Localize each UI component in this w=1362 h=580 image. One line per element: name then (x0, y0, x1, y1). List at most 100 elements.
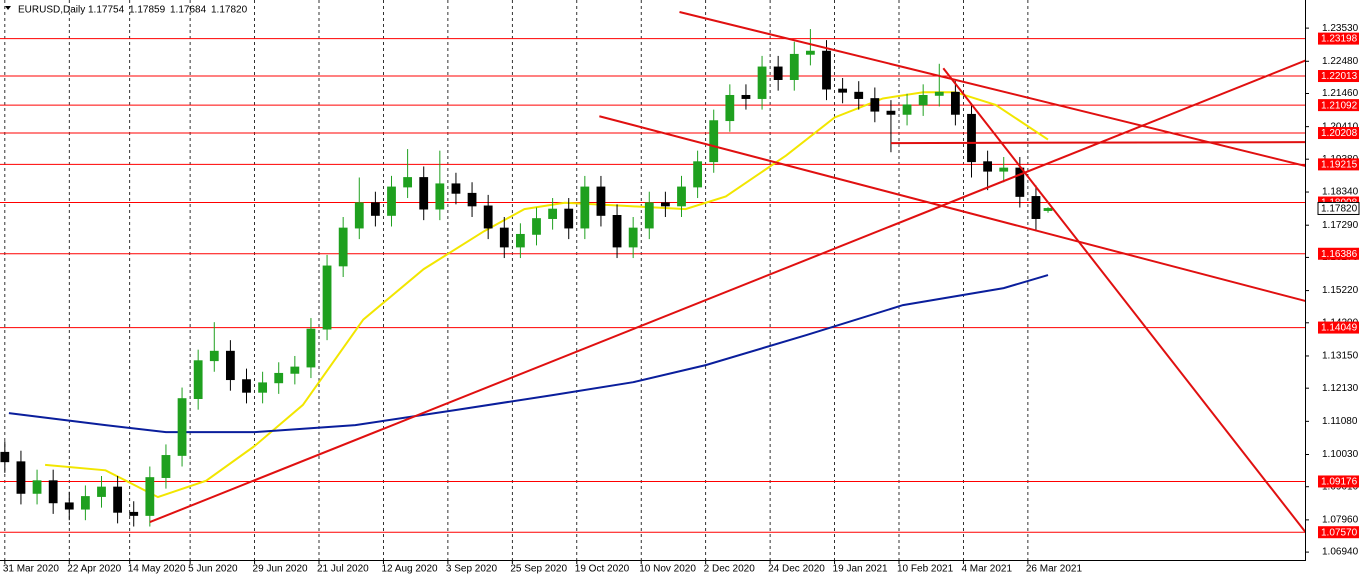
candle-body (274, 372, 284, 384)
x-tick-label: 31 Mar 2020 (3, 564, 60, 575)
candle-body (693, 161, 703, 188)
candle-body (193, 360, 203, 400)
moving-average (8, 274, 1049, 434)
level-box (1318, 32, 1359, 45)
candle-body (225, 350, 235, 381)
candle-body (483, 205, 493, 229)
candle-body (725, 94, 735, 122)
candle-body (757, 66, 767, 99)
candle-body (580, 186, 590, 229)
y-tick-label: 1.17290 (1322, 220, 1359, 231)
level-box (1318, 127, 1359, 140)
candle-body (918, 94, 928, 106)
level-label: 1.19215 (1321, 160, 1358, 171)
y-tick-label: 1.23530 (1322, 23, 1359, 34)
y-tick-label: 1.15220 (1322, 285, 1359, 296)
x-tick-label: 3 Sep 2020 (446, 564, 498, 575)
level-label: 1.09176 (1321, 477, 1358, 488)
candle-body (950, 91, 960, 115)
candle-body (999, 167, 1009, 172)
candle-body (32, 480, 42, 494)
quote-low: 1.17684 (170, 5, 207, 16)
x-tick-label: 10 Feb 2021 (897, 564, 954, 575)
level-box (1318, 475, 1359, 488)
x-tick-label: 21 Jul 2020 (317, 564, 369, 575)
y-tick-label: 1.12130 (1322, 383, 1359, 394)
level-label: 1.23198 (1321, 34, 1358, 45)
x-tick-label: 29 Jun 2020 (253, 564, 308, 575)
level-label: 1.22013 (1321, 71, 1358, 82)
candle-body (934, 91, 944, 96)
candle-body (48, 480, 58, 504)
level-box (1318, 70, 1359, 83)
candle-body (902, 104, 912, 115)
candle-body (741, 94, 751, 99)
level-label: 1.07570 (1321, 527, 1358, 538)
price-label: 1.17820 (1321, 204, 1358, 215)
candle-body (677, 186, 686, 207)
candle-body (258, 382, 268, 393)
candle-body (548, 208, 558, 219)
trendline (942, 67, 1305, 534)
y-tick-label: 1.18340 (1322, 187, 1359, 198)
x-tick-label: 5 Jun 2020 (188, 564, 238, 575)
candle-body (80, 496, 90, 510)
candle-body (0, 451, 10, 463)
quote-close: 1.17820 (211, 5, 248, 16)
x-tick-label: 14 May 2020 (128, 564, 186, 575)
x-tick-label: 26 Mar 2021 (1026, 564, 1083, 575)
moving-average (45, 91, 1049, 499)
candle-body (129, 511, 139, 516)
candle-body (983, 161, 993, 172)
x-tick-label: 25 Sep 2020 (510, 564, 567, 575)
candle-body (838, 88, 848, 93)
level-box (1318, 158, 1359, 171)
y-tick-label: 1.21460 (1322, 88, 1359, 99)
candle-body (290, 366, 300, 374)
y-tick-label: 1.10030 (1322, 449, 1359, 460)
y-tick-label: 1.13150 (1322, 351, 1359, 362)
candle-body (322, 265, 332, 330)
x-tick-label: 24 Dec 2020 (768, 564, 825, 575)
candle-body (805, 50, 815, 55)
trendline (890, 141, 1305, 145)
candle-body (644, 202, 654, 229)
candle-body (1015, 167, 1025, 197)
level-box (1318, 99, 1359, 112)
x-tick-label: 12 Aug 2020 (381, 564, 438, 575)
labels: EURUSD,Daily 1.17754 1.17859 1.17684 1.1… (3, 5, 1360, 575)
quote-high: 1.17859 (129, 5, 166, 16)
candle-body (967, 113, 976, 163)
candle-body (113, 486, 123, 513)
candle-body (370, 202, 380, 216)
candle-body (451, 183, 461, 194)
trendline (149, 59, 1305, 524)
level-box (1318, 526, 1359, 539)
quote-open: 1.17754 (88, 5, 125, 16)
candle-body (660, 202, 670, 207)
candle-body (596, 186, 606, 216)
plot-area (0, 11, 1305, 534)
candle-body (419, 177, 429, 210)
candle-body (612, 215, 622, 248)
candle-body (467, 192, 477, 207)
axes (0, 0, 1309, 564)
candle-body (1043, 208, 1053, 211)
trendline (599, 115, 1305, 302)
candle-body (564, 208, 574, 229)
x-tick-label: 10 Nov 2020 (639, 564, 696, 575)
level-label: 1.20208 (1321, 128, 1358, 139)
candle-body (209, 350, 219, 362)
chart-title: EURUSD,Daily (18, 5, 85, 16)
level-label: 1.21092 (1321, 100, 1358, 111)
candle-body (709, 120, 719, 163)
candle-body (177, 398, 187, 456)
candle-body (435, 183, 445, 210)
candle-body (306, 328, 316, 368)
level-label: 1.16386 (1321, 249, 1358, 260)
candle-body (789, 53, 799, 80)
candle-body (387, 186, 396, 216)
candle-body (499, 227, 509, 248)
level-label: 1.14049 (1321, 323, 1358, 334)
candle-body (1031, 196, 1041, 219)
